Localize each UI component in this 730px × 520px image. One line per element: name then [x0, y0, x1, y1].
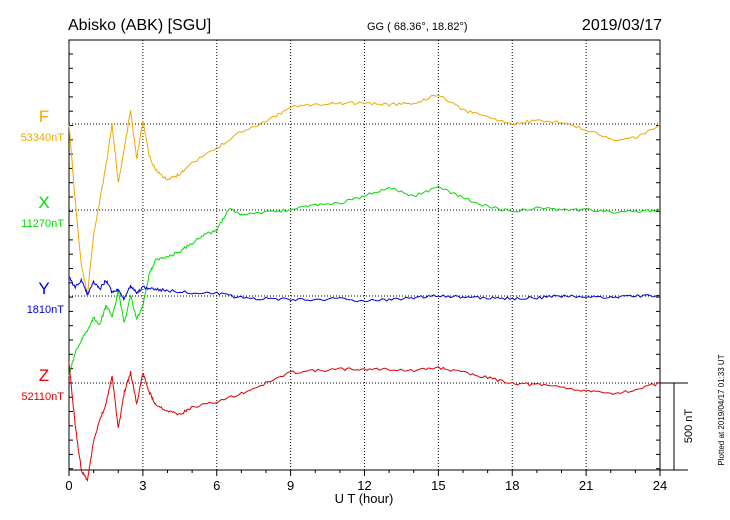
series-line-f — [68, 94, 661, 296]
baseline-label-z: 52110nT — [21, 391, 64, 403]
plot-frame — [68, 39, 661, 471]
baseline-label-y: 1810nT — [27, 304, 65, 316]
series-name-x: X — [38, 193, 49, 212]
x-tick-label: 21 — [579, 478, 593, 493]
x-tick-label: 9 — [287, 478, 294, 493]
x-tick-label: 15 — [431, 478, 445, 493]
station-title: Abisko (ABK) [SGU] — [68, 17, 211, 34]
x-tick-label: 6 — [213, 478, 220, 493]
baseline-label-x: 11270nT — [21, 218, 64, 230]
chart-date: 2019/03/17 — [582, 17, 662, 34]
series-line-x — [68, 185, 661, 377]
series-name-y: Y — [38, 279, 49, 298]
station-coordinates: GG ( 68.36°, 18.82°) — [367, 21, 468, 33]
ticks-layer: 0 3 6 9 12 15 18 21 24 — [65, 53, 667, 493]
baseline-label-f: 53340nT — [21, 132, 65, 144]
series-line-z — [68, 361, 661, 483]
series-line-y — [68, 275, 661, 303]
x-tick-label: 12 — [357, 478, 371, 493]
series-layer — [68, 94, 661, 483]
x-axis-label: U T (hour) — [335, 491, 394, 506]
x-tick-label: 18 — [505, 478, 519, 493]
x-tick-label: 0 — [65, 478, 72, 493]
scale-bar-label: 500 nT — [683, 409, 695, 444]
series-name-f: F — [39, 107, 49, 126]
x-tick-label: 24 — [653, 478, 667, 493]
labels-layer: F 53340nT X 11270nT Y 1810nT Z 52110nT — [21, 107, 65, 403]
x-tick-label: 3 — [139, 478, 146, 493]
scale-bar: 500 nT — [660, 382, 695, 471]
plotted-timestamp: Plotted at 2019/04/17 01:33 UT — [717, 354, 726, 465]
series-name-z: Z — [39, 366, 49, 385]
grid-layer — [69, 40, 660, 470]
